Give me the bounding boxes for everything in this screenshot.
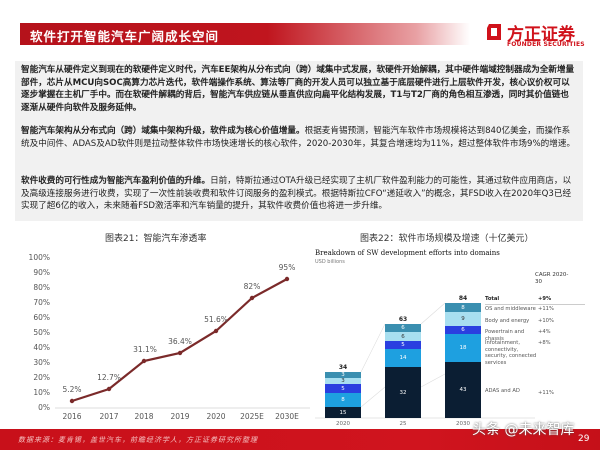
paragraph-2: 智能汽车架构从分布式向（跨）域集中架构升级，软件成为核心价值增量。根据麦肯锡预测… — [21, 125, 577, 150]
footer-bar: 数据来源：麦肯锡，盖世汽车，前瞻经济学人，方正证券研究所整理 — [0, 429, 600, 450]
legend-item: Powertrain and chassis — [485, 329, 525, 342]
y-tick: 20% — [33, 373, 50, 382]
page-number: 29 — [578, 434, 590, 444]
y-tick: 40% — [33, 343, 50, 352]
paragraph-2-body: 根据麦肯锡预测，智能汽车软件市场规模将达到840亿美金，而操作系统及中间件、AD… — [21, 126, 576, 149]
sw-market-stacked-bar-chart: Breakdown of SW development efforts into… — [305, 245, 595, 427]
x-tick: 2018 — [134, 412, 154, 421]
logo-text-cn: 方正证券 — [507, 25, 575, 45]
watermark: 头条 @未来智库 — [472, 422, 575, 438]
y-tick: 30% — [33, 358, 50, 367]
bar-x-label: 2030 — [456, 421, 470, 427]
data-label: 82% — [243, 282, 261, 291]
y-tick: 50% — [33, 328, 50, 337]
bar-segment: 3 — [325, 378, 361, 384]
paragraph-1: 智能汽车从硬件定义到现在的软硬件定义时代，汽车EE架构从分布式向（跨）域集中式发… — [21, 65, 575, 113]
y-tick: 0% — [38, 403, 50, 412]
cagr-header: CAGR 2020-30 — [535, 272, 569, 285]
bar-segment: 8 — [325, 393, 361, 407]
legend-item: Body and energy — [485, 318, 530, 324]
legend-divider — [485, 304, 585, 305]
legend-cagr: +4% — [538, 329, 551, 335]
section-header-bar: 软件打开智能汽车广阔成长空间 — [20, 23, 470, 45]
y-tick: 80% — [33, 283, 50, 292]
logo-text-en: FOUNDER SECURITIES — [507, 41, 585, 48]
data-label: 31.1% — [133, 345, 157, 354]
bar-total: 84 — [458, 295, 468, 302]
legend-item: Infotainment, connectivity, security, co… — [485, 340, 537, 366]
bar-segment: 6 — [445, 326, 481, 334]
logo-mark-icon — [487, 24, 501, 40]
data-source: 数据来源：麦肯锡，盖世汽车，前瞻经济学人，方正证券研究所整理 — [18, 436, 258, 444]
penetration-line-chart: 100% 90% 80% 70% 60% 50% 40% 30% 20% 10%… — [20, 245, 310, 425]
legend-cagr: +8% — [538, 340, 551, 346]
bar-segment: 6 — [385, 324, 421, 332]
bar-connectors — [315, 302, 535, 419]
x-tick: 2020 — [206, 412, 226, 421]
legend-item: ADAS and AD — [485, 388, 520, 394]
y-tick: 70% — [33, 298, 50, 307]
data-label: 36.4% — [168, 337, 192, 346]
paragraph-2-lead: 智能汽车架构从分布式向（跨）域集中架构升级，软件成为核心价值增量。 — [21, 126, 305, 136]
founder-securities-logo: 方正证券 FOUNDER SECURITIES — [485, 20, 585, 50]
bar-segment: 5 — [385, 341, 421, 349]
data-label: 95% — [278, 263, 296, 272]
y-tick: 90% — [33, 268, 50, 277]
bar-x-label: 25 — [399, 421, 407, 427]
bar-segment: 3 — [325, 372, 361, 378]
y-tick: 60% — [33, 313, 50, 322]
paragraph-3: 软件收费的可行性成为智能汽车盈利价值的升维。日前，特斯拉通过OTA升级已经实现了… — [21, 175, 577, 213]
x-tick: 2030E — [275, 412, 299, 421]
legend-cagr: +10% — [538, 318, 554, 324]
bar-segment: 32 — [385, 367, 421, 418]
x-tick: 2017 — [99, 412, 119, 421]
data-label: 51.6% — [204, 315, 228, 324]
y-tick: 100% — [28, 253, 50, 262]
legend-total-cagr: +9% — [538, 296, 552, 302]
legend-total: Total — [485, 296, 500, 302]
chart-22-unit: USD billions — [315, 259, 345, 265]
bar-total: 34 — [338, 364, 348, 371]
legend-cagr: +11% — [538, 306, 554, 312]
legend-cagr: +11% — [538, 390, 554, 396]
x-tick: 2016 — [62, 412, 82, 421]
bar-segment: 43 — [445, 362, 481, 418]
x-tick: 2025E — [240, 412, 264, 421]
bar-segment: 5 — [325, 384, 361, 393]
bar-segment: 15 — [325, 407, 361, 418]
bar-segment: 6 — [385, 332, 421, 341]
bar-segment: 18 — [445, 334, 481, 362]
paragraph-3-lead: 软件收费的可行性成为智能汽车盈利价值的升维。 — [21, 176, 211, 186]
bar-segment: 9 — [445, 312, 481, 326]
chart-22-title: 图表22：软件市场规模及增速（十亿美元） — [360, 234, 534, 244]
bar-segment: 14 — [385, 349, 421, 367]
data-label: 12.7% — [97, 373, 121, 382]
y-tick: 10% — [33, 388, 50, 397]
x-tick: 2019 — [170, 412, 190, 421]
summary-textbox: 智能汽车从硬件定义到现在的软硬件定义时代，汽车EE架构从分布式向（跨）域集中式发… — [15, 61, 583, 221]
section-title: 软件打开智能汽车广阔成长空间 — [30, 29, 220, 44]
bar-x-label: 2020 — [336, 421, 350, 427]
paragraph-3-body: 日前，特斯拉通过OTA升级已经实现了主机厂软件盈利能力的可能性，其通过软件应用商… — [21, 176, 572, 211]
chart-21-title: 图表21：智能汽车渗透率 — [105, 234, 207, 244]
data-label: 5.2% — [62, 385, 82, 394]
bar-total: 63 — [398, 316, 408, 323]
chart-22-inner-title: Breakdown of SW development efforts into… — [315, 249, 500, 257]
bar-segment: 8 — [445, 303, 481, 312]
legend-item: OS and middleware — [485, 306, 536, 312]
line-plot — [55, 276, 310, 409]
